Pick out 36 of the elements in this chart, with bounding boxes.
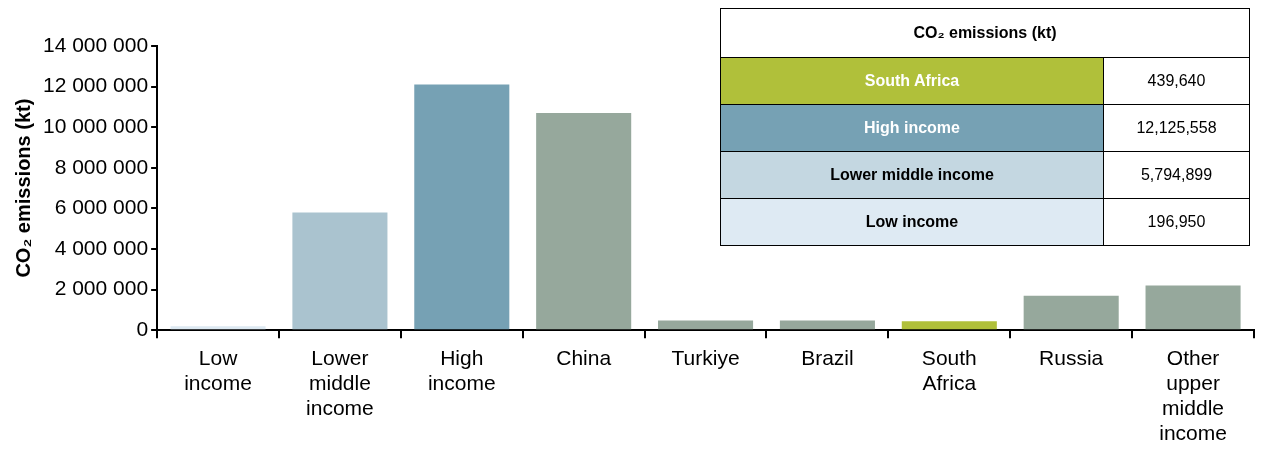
- bar: [170, 326, 266, 330]
- bar: [536, 112, 632, 330]
- y-tick-label: 6 000 000: [54, 195, 149, 219]
- bar: [1145, 285, 1241, 330]
- y-tick-label: 0: [136, 317, 149, 340]
- x-tick-label: Other upper middle income: [1159, 345, 1227, 445]
- y-tick-label: 12 000 000: [42, 73, 149, 97]
- bar: [292, 212, 388, 330]
- y-tick-label: 4 000 000: [54, 235, 149, 259]
- table-cell: High income: [720, 104, 1104, 152]
- bar: [779, 320, 875, 330]
- annotation: 5,794,899: [1103, 151, 1250, 199]
- bar: [901, 321, 997, 330]
- table-cell: South Africa: [720, 57, 1104, 105]
- y-tick-label: 10 000 000: [42, 114, 149, 137]
- text: CO₂ emissions (kt): [720, 8, 1250, 58]
- x-tick-label: South Africa: [921, 345, 977, 394]
- annotation: 12,125,558: [1103, 104, 1250, 152]
- x-tick-label: Russia: [1039, 345, 1104, 369]
- bar: [658, 320, 754, 330]
- y-tick-label: 8 000 000: [54, 154, 149, 178]
- x-tick-label: Low income: [184, 345, 252, 394]
- y-tick-label: 14 000 000: [42, 32, 149, 56]
- annotation: 196,950: [1103, 198, 1250, 246]
- y-axis-title: CO₂ emissions (kt): [11, 98, 34, 278]
- bar: [1023, 295, 1119, 330]
- y-tick-label: 2 000 000: [54, 276, 149, 300]
- table-cell: Low income: [720, 198, 1104, 246]
- x-tick-label: High income: [427, 345, 496, 394]
- annotation: 439,640: [1103, 57, 1250, 105]
- table-cell: Lower middle income: [720, 151, 1104, 199]
- x-tick-label: Brazil: [801, 345, 854, 369]
- x-tick-label: Lower middle income: [306, 345, 374, 419]
- bar: [414, 84, 510, 330]
- x-tick-label: Turkiye: [671, 345, 740, 369]
- x-tick-label: China: [556, 345, 612, 369]
